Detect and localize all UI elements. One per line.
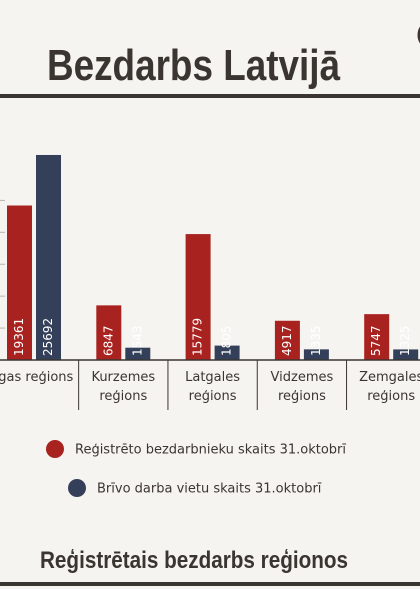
value-label: 1543 (130, 325, 144, 356)
value-label: 19361 (12, 318, 26, 356)
title-rule (0, 94, 420, 98)
value-label: 1335 (309, 325, 323, 356)
legend-label: Reģistrēto bezdarbnieku skaits 31.oktobr… (75, 443, 346, 458)
value-label: 1805 (220, 325, 234, 356)
value-label: 4917 (280, 325, 294, 356)
bar (214, 345, 240, 360)
bar (36, 154, 61, 360)
chart-subtitle: Reģistrētais bezdarbs reģionos (40, 547, 348, 574)
value-label: 25692 (41, 318, 55, 356)
bar (364, 314, 390, 360)
x-tick-label: Vidzemes reģions (271, 370, 334, 404)
x-tick-label: Zemgales reģions (359, 370, 420, 404)
bottom-rule (0, 582, 420, 586)
chart-title: Bezdarbs Latvijā (47, 41, 340, 90)
logo-circle (417, 26, 420, 44)
bar (185, 234, 211, 360)
value-label: 1325 (398, 325, 412, 356)
value-label: 15779 (191, 318, 205, 356)
x-tick-label: īgas reģions (0, 370, 74, 385)
value-label: 6847 (101, 325, 115, 356)
legend-marker (46, 440, 64, 458)
value-label: 5747 (369, 325, 383, 356)
bar (303, 349, 329, 360)
x-tick-label: Latgales reģions (185, 370, 240, 404)
bar (7, 205, 32, 360)
bar (96, 305, 122, 360)
bar (393, 349, 419, 360)
legend-marker (68, 479, 86, 497)
bar (125, 347, 151, 360)
x-tick-label: Kurzemes reģions (91, 370, 155, 404)
bar (274, 320, 300, 360)
legend-label: Brīvo darba vietu skaits 31.oktobrī (97, 482, 322, 497)
